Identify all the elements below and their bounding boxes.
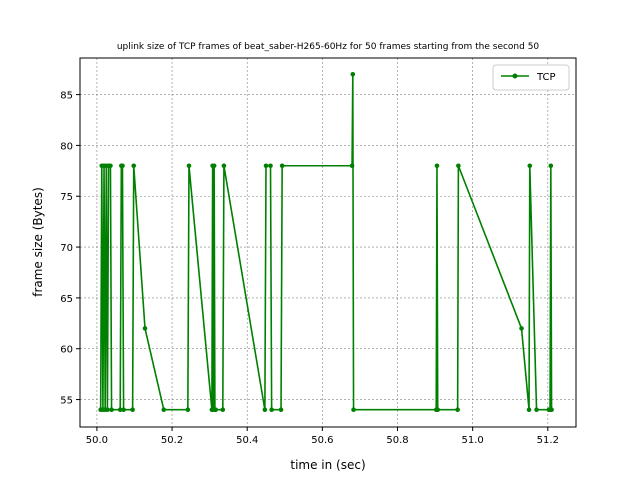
data-point <box>213 407 218 413</box>
data-point <box>350 71 356 77</box>
legend-marker <box>512 73 518 79</box>
x-tick-label: 50.2 <box>161 435 183 446</box>
data-point <box>435 407 441 413</box>
x-tick-label: 51.0 <box>462 435 484 446</box>
data-point <box>526 407 532 413</box>
data-point <box>549 407 554 413</box>
x-axis-title: time in (sec) <box>290 458 365 472</box>
data-point <box>534 407 539 413</box>
data-point <box>434 163 440 169</box>
grid <box>80 58 576 427</box>
chart-title: uplink size of TCP frames of beat_saber-… <box>117 42 540 52</box>
x-tick-label: 50.8 <box>386 435 408 446</box>
x-tick-label: 51.2 <box>537 435 559 446</box>
data-point <box>279 163 285 169</box>
y-tick-label: 70 <box>60 243 73 254</box>
data-point <box>278 407 284 413</box>
y-axis-title: frame size (Bytes) <box>31 187 45 297</box>
plot-series <box>98 71 554 413</box>
y-tick-label: 85 <box>60 91 73 102</box>
legend-label-tcp: TCP <box>536 72 556 83</box>
data-point <box>131 163 137 169</box>
data-point <box>211 163 217 169</box>
data-point <box>121 407 126 413</box>
legend: TCP <box>492 64 570 91</box>
data-point <box>186 163 192 169</box>
x-tick-label: 50.4 <box>236 435 258 446</box>
data-point <box>130 407 135 413</box>
data-point <box>221 163 227 169</box>
data-point <box>527 163 533 169</box>
data-point <box>268 163 273 169</box>
y-tick-label: 55 <box>60 396 73 407</box>
data-point <box>105 407 110 413</box>
y-tick-label: 75 <box>60 192 73 203</box>
data-point <box>108 163 113 169</box>
y-tick-label: 80 <box>60 141 73 152</box>
data-point <box>262 407 268 413</box>
data-point <box>455 407 460 413</box>
data-point <box>120 163 125 169</box>
plot-area-frame <box>79 57 577 428</box>
data-point <box>161 407 167 413</box>
data-point <box>351 407 356 413</box>
data-point <box>548 163 554 169</box>
axis-ticks: 50.0 50.2 50.4 50.6 50.8 51.0 51.2 55 60 65 70 75 80… <box>60 91 559 446</box>
data-point <box>117 407 123 413</box>
x-tick-label: 50.6 <box>311 435 333 446</box>
data-point <box>269 407 274 413</box>
data-point <box>220 407 226 413</box>
data-point <box>263 163 269 169</box>
legend-box <box>492 64 570 91</box>
x-tick-label: 50.0 <box>86 435 108 446</box>
y-tick-label: 60 <box>60 345 73 356</box>
data-point <box>519 326 524 331</box>
data-point <box>109 407 114 413</box>
data-point <box>185 407 191 413</box>
y-tick-label: 65 <box>60 294 73 305</box>
data-point <box>349 163 355 169</box>
data-point <box>456 163 461 169</box>
data-point <box>142 326 148 331</box>
